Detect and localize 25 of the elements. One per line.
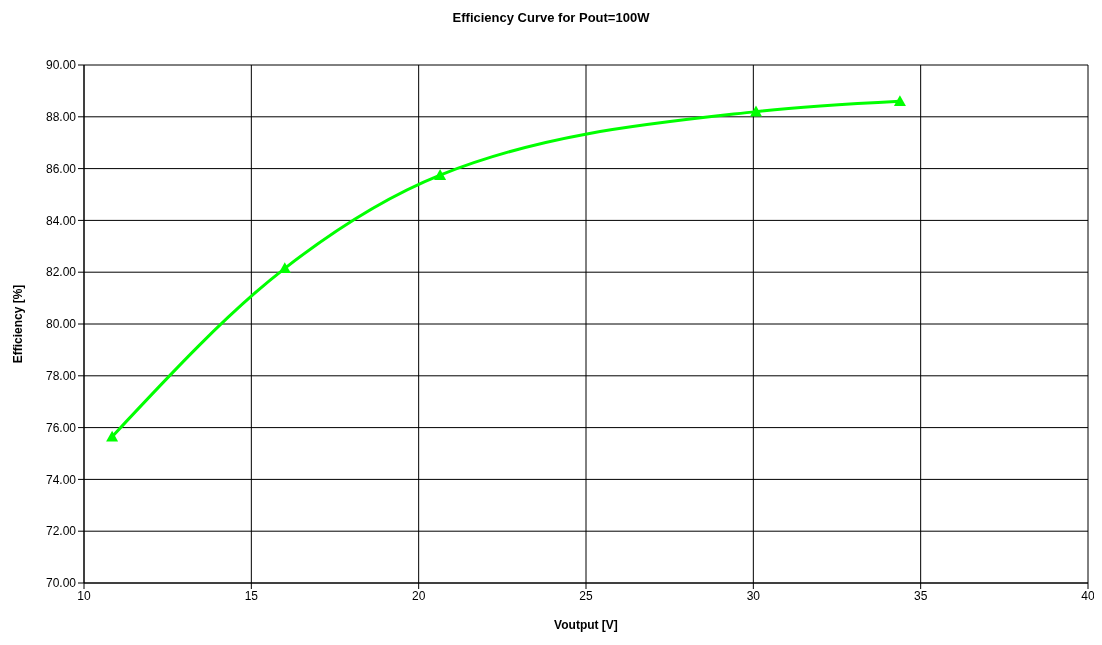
- y-tick-label: 72.00: [45, 524, 77, 539]
- x-tick-label: 10: [77, 588, 91, 603]
- x-tick-label: 25: [579, 588, 593, 603]
- chart-title: Efficiency Curve for Pout=100W: [451, 10, 651, 25]
- x-tick-label: 15: [244, 588, 259, 603]
- y-tick-label: 84.00: [45, 213, 77, 228]
- x-tick-label: 30: [746, 588, 761, 603]
- point: [434, 169, 447, 180]
- x-axis-title: Voutput [V]: [554, 618, 618, 632]
- y-tick-label: 78.00: [45, 369, 77, 384]
- y-tick-label: 82.00: [45, 265, 77, 280]
- point: [893, 95, 906, 107]
- y-tick-label: 80.00: [45, 317, 77, 332]
- point: [750, 105, 763, 117]
- y-tick-label: 90.00: [45, 58, 77, 73]
- x-tick-label: 20: [411, 588, 426, 603]
- y-tick-label: 70.00: [45, 576, 77, 591]
- y-tick-label: 86.00: [45, 161, 77, 176]
- x-tick-label: 40: [1081, 588, 1095, 603]
- y-tick-label: 76.00: [45, 420, 77, 435]
- point: [106, 430, 119, 442]
- y-axis-title: Efficiency [%]: [11, 284, 26, 364]
- y-tick-label: 74.00: [45, 472, 77, 487]
- x-tick-label: 35: [913, 588, 928, 603]
- y-tick-label: 88.00: [45, 110, 77, 125]
